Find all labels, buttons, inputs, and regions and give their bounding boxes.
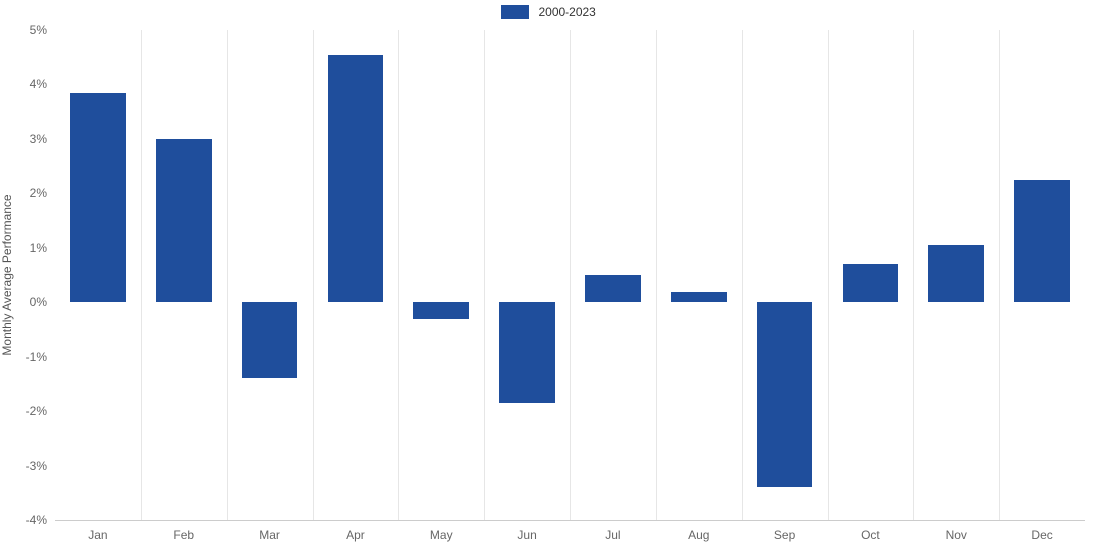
monthly-performance-chart: 2000-2023 -4%-3%-2%-1%0%1%2%3%4%5% JanFe…	[0, 0, 1097, 548]
chart-legend: 2000-2023	[0, 4, 1097, 19]
x-tick-label: Nov	[946, 520, 967, 542]
gridline-vertical	[656, 30, 657, 520]
bar	[413, 302, 469, 318]
plot-area: -4%-3%-2%-1%0%1%2%3%4%5% JanFebMarAprMay…	[55, 30, 1085, 520]
x-tick-label: Dec	[1031, 520, 1052, 542]
legend-swatch	[501, 5, 529, 19]
bar	[585, 275, 641, 302]
bar	[928, 245, 984, 302]
x-tick-label: Feb	[173, 520, 194, 542]
bar	[70, 93, 126, 303]
x-tick-label: Aug	[688, 520, 709, 542]
bar	[328, 55, 384, 303]
gridline-vertical	[999, 30, 1000, 520]
gridline-vertical	[484, 30, 485, 520]
gridline-vertical	[398, 30, 399, 520]
bar	[671, 292, 727, 302]
y-tick-label: 3%	[30, 132, 55, 146]
x-tick-label: May	[430, 520, 453, 542]
x-tick-label: Jan	[88, 520, 107, 542]
y-tick-label: 1%	[30, 241, 55, 255]
gridline-vertical	[141, 30, 142, 520]
y-tick-label: -3%	[26, 459, 55, 473]
legend-label: 2000-2023	[538, 5, 595, 19]
y-axis-title: Monthly Average Performance	[0, 194, 14, 355]
y-tick-label: -4%	[26, 513, 55, 527]
x-tick-label: Jul	[605, 520, 620, 542]
y-tick-label: 5%	[30, 23, 55, 37]
bar	[242, 302, 298, 378]
y-tick-label: -2%	[26, 404, 55, 418]
x-tick-label: Mar	[259, 520, 280, 542]
y-tick-label: 2%	[30, 186, 55, 200]
bar	[156, 139, 212, 302]
bar	[1014, 180, 1070, 303]
x-tick-label: Apr	[346, 520, 365, 542]
gridline-vertical	[313, 30, 314, 520]
bar	[499, 302, 555, 403]
x-tick-label: Jun	[517, 520, 536, 542]
gridline-vertical	[828, 30, 829, 520]
gridline-vertical	[570, 30, 571, 520]
gridline-vertical	[742, 30, 743, 520]
y-tick-label: 0%	[30, 295, 55, 309]
x-tick-label: Oct	[861, 520, 880, 542]
gridline-vertical	[227, 30, 228, 520]
bar	[843, 264, 899, 302]
x-tick-label: Sep	[774, 520, 795, 542]
gridline-vertical	[913, 30, 914, 520]
y-tick-label: -1%	[26, 350, 55, 364]
x-axis-line	[55, 520, 1085, 521]
bar	[757, 302, 813, 487]
y-tick-label: 4%	[30, 77, 55, 91]
